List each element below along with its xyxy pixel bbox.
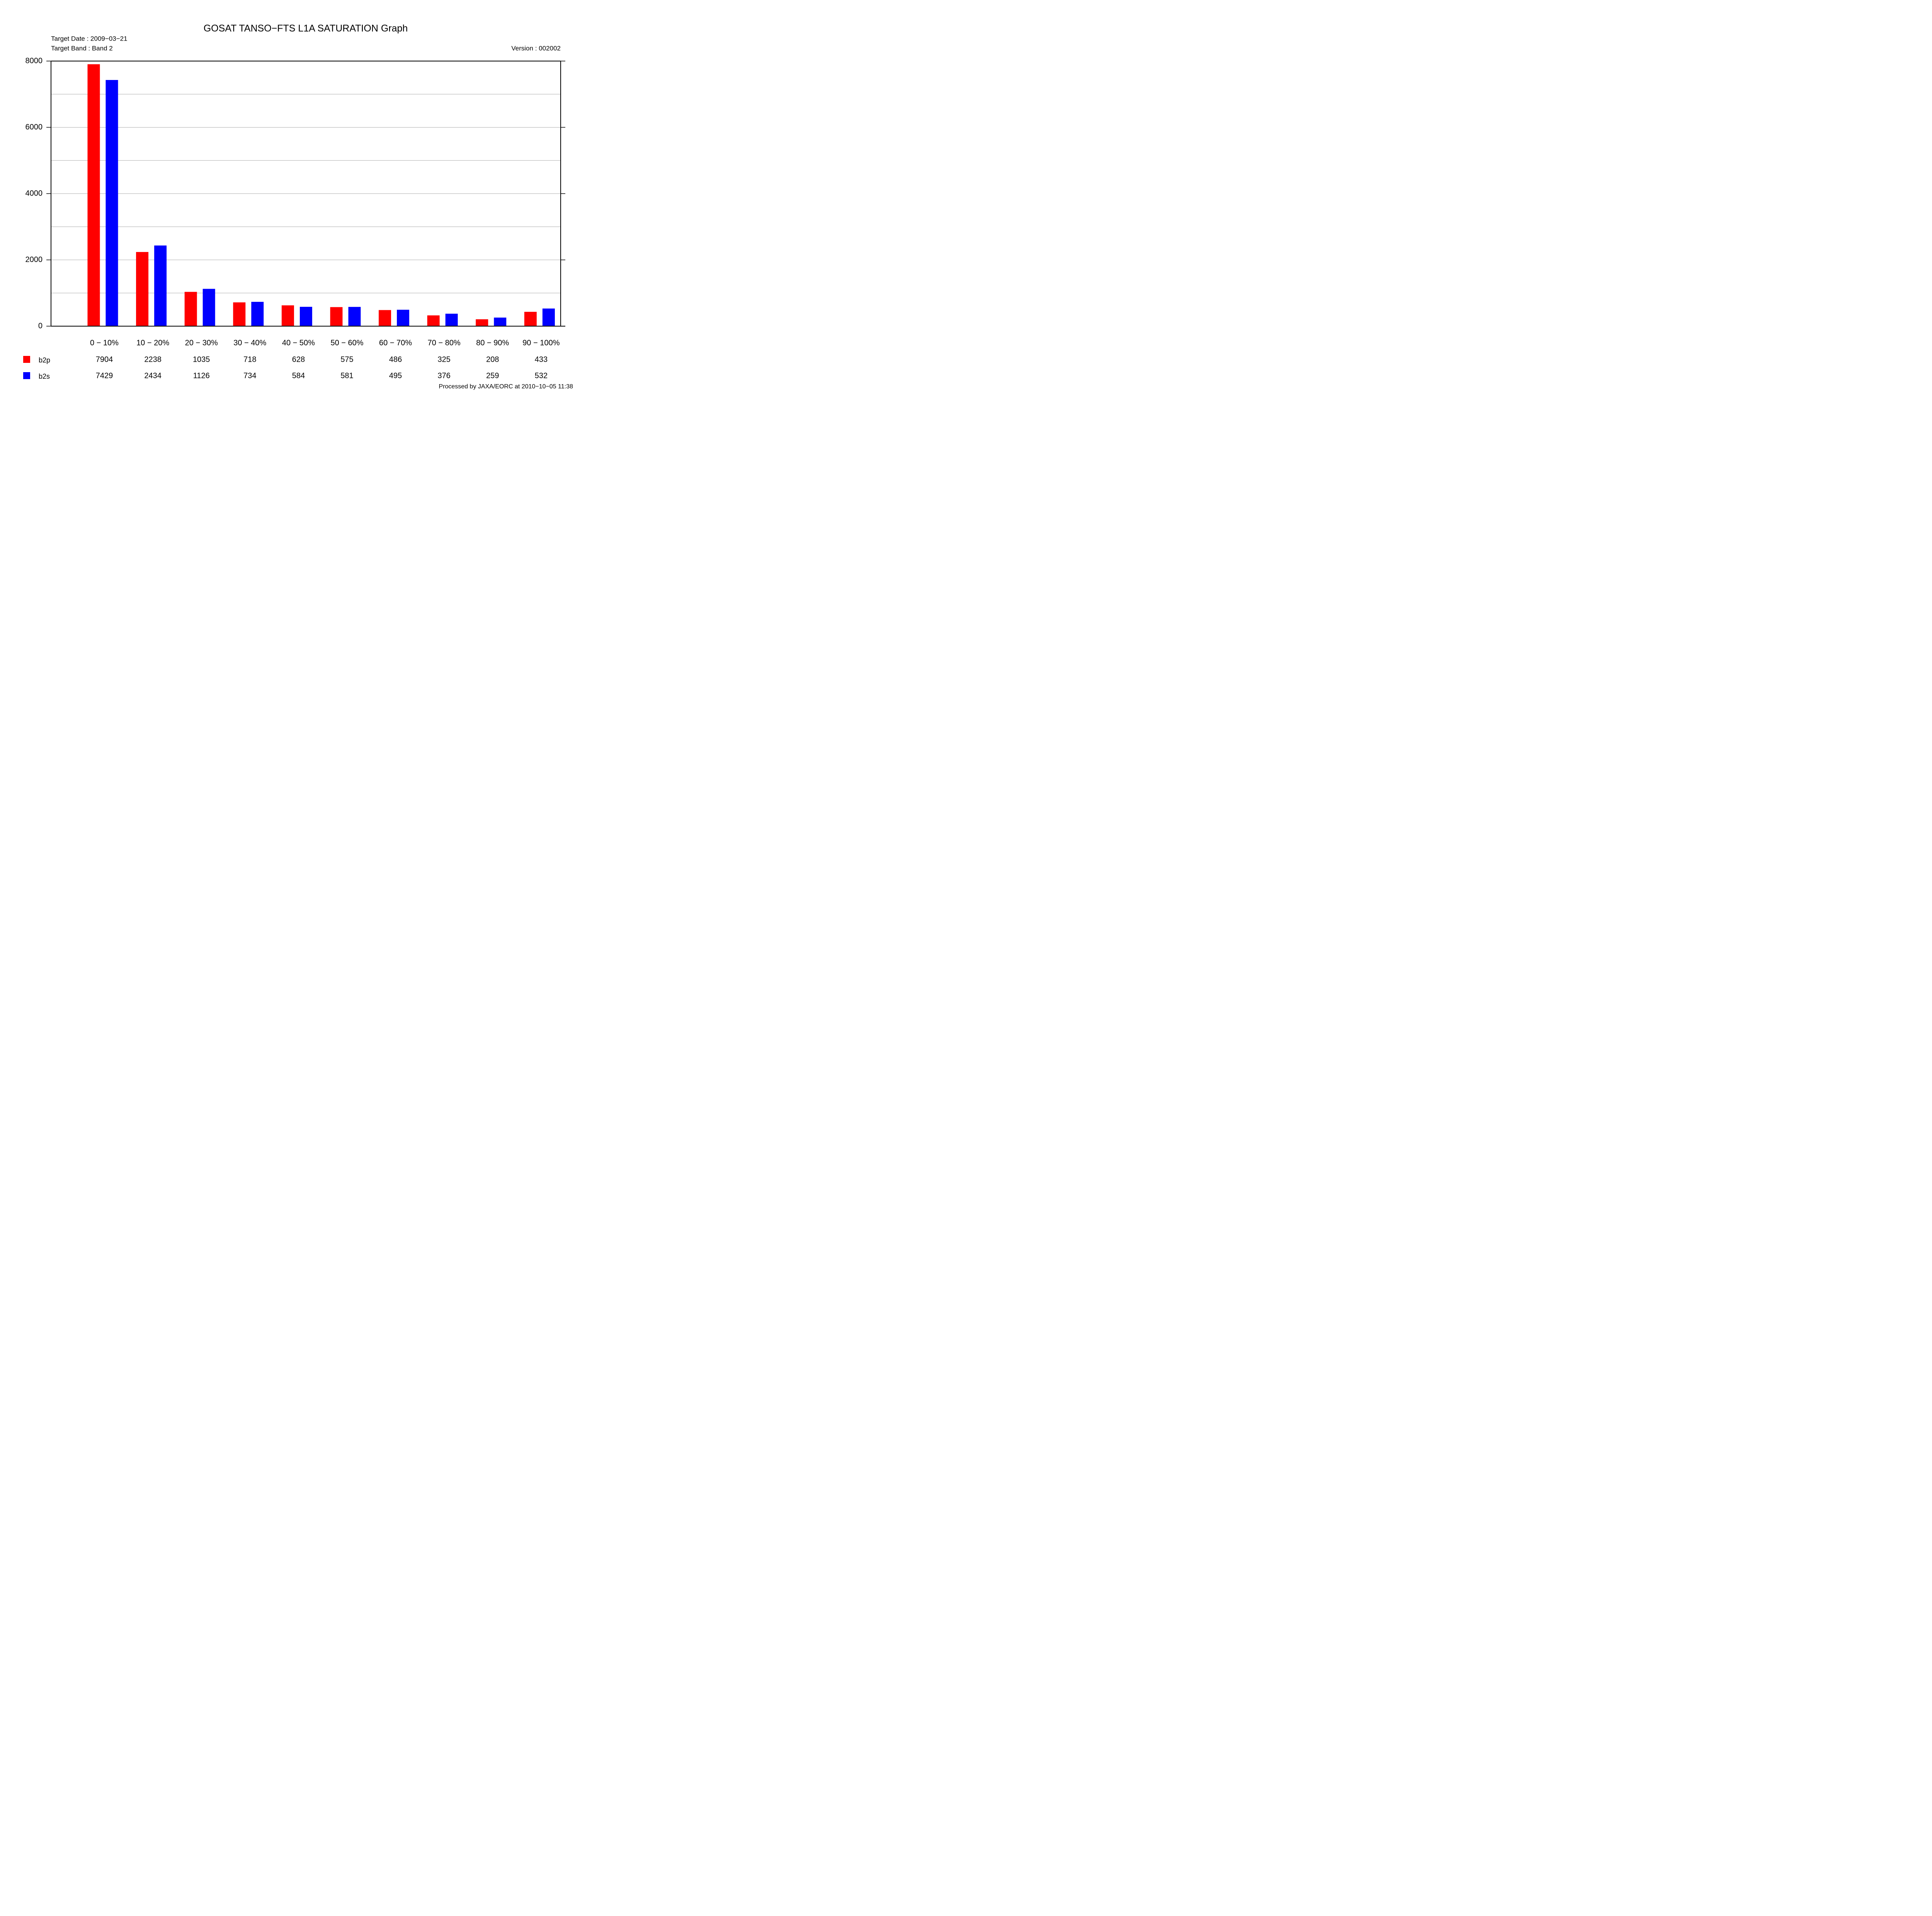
legend-label: b2s [39,373,50,380]
value-label: 325 [438,355,451,364]
bar [184,292,197,326]
value-label: 581 [340,371,353,380]
y-tick-label: 6000 [26,123,43,131]
value-label: 2434 [144,371,162,380]
value-label: 718 [243,355,256,364]
value-label: 575 [340,355,353,364]
x-tick-label: 60 − 70% [379,339,412,347]
value-label: 7429 [96,371,113,380]
subtitle: Target Band : Band 2 [51,44,113,52]
bar [524,311,537,326]
bar [348,307,361,326]
bar [427,315,440,326]
legend-label: b2p [39,356,50,364]
value-label: 1035 [193,355,210,364]
bar [105,80,118,326]
legend-swatch [23,372,30,379]
bar [154,245,167,326]
chart-title: GOSAT TANSO−FTS L1A SATURATION Graph [204,23,408,34]
bar [397,310,410,326]
value-label: 376 [438,371,451,380]
bar [445,313,458,326]
footer: Processed by JAXA/EORC at 2010−10−05 11:… [439,383,573,390]
bar [202,289,215,326]
bar [281,305,294,326]
bar [476,319,488,326]
value-label: 734 [243,371,256,380]
y-tick-label: 0 [38,322,43,330]
value-label: 259 [486,371,499,380]
value-label: 7904 [96,355,113,364]
value-label: 208 [486,355,499,364]
x-tick-label: 0 − 10% [90,339,119,347]
chart: GOSAT TANSO−FTS L1A SATURATION Graph Tar… [23,23,573,390]
bar [136,252,149,326]
value-label: 1126 [193,371,210,380]
y-tick-label: 8000 [26,56,43,65]
value-label: 628 [292,355,305,364]
legend-swatch [23,356,30,363]
y-tick-label: 2000 [26,255,43,264]
bar [330,307,343,326]
value-label: 2238 [144,355,162,364]
value-label: 486 [389,355,402,364]
value-label: 532 [535,371,548,380]
x-tick-label: 90 − 100% [522,339,560,347]
x-tick-label: 20 − 30% [185,339,218,347]
bar [87,64,100,326]
x-tick-label: 50 − 60% [330,339,363,347]
value-label: 433 [535,355,548,364]
subtitle: Target Date : 2009−03−21 [51,35,128,42]
x-tick-label: 30 − 40% [233,339,266,347]
bar [494,317,507,326]
x-tick-label: 80 − 90% [476,339,509,347]
x-tick-label: 10 − 20% [136,339,169,347]
x-tick-label: 70 − 80% [428,339,461,347]
bar [299,306,312,326]
bar [379,310,391,326]
x-tick-label: 40 − 50% [282,339,315,347]
version: Version : 002002 [511,44,561,52]
bar [542,308,555,326]
value-label: 584 [292,371,305,380]
value-label: 495 [389,371,402,380]
bar [233,302,246,326]
bar [251,302,264,326]
y-tick-label: 4000 [26,189,43,197]
